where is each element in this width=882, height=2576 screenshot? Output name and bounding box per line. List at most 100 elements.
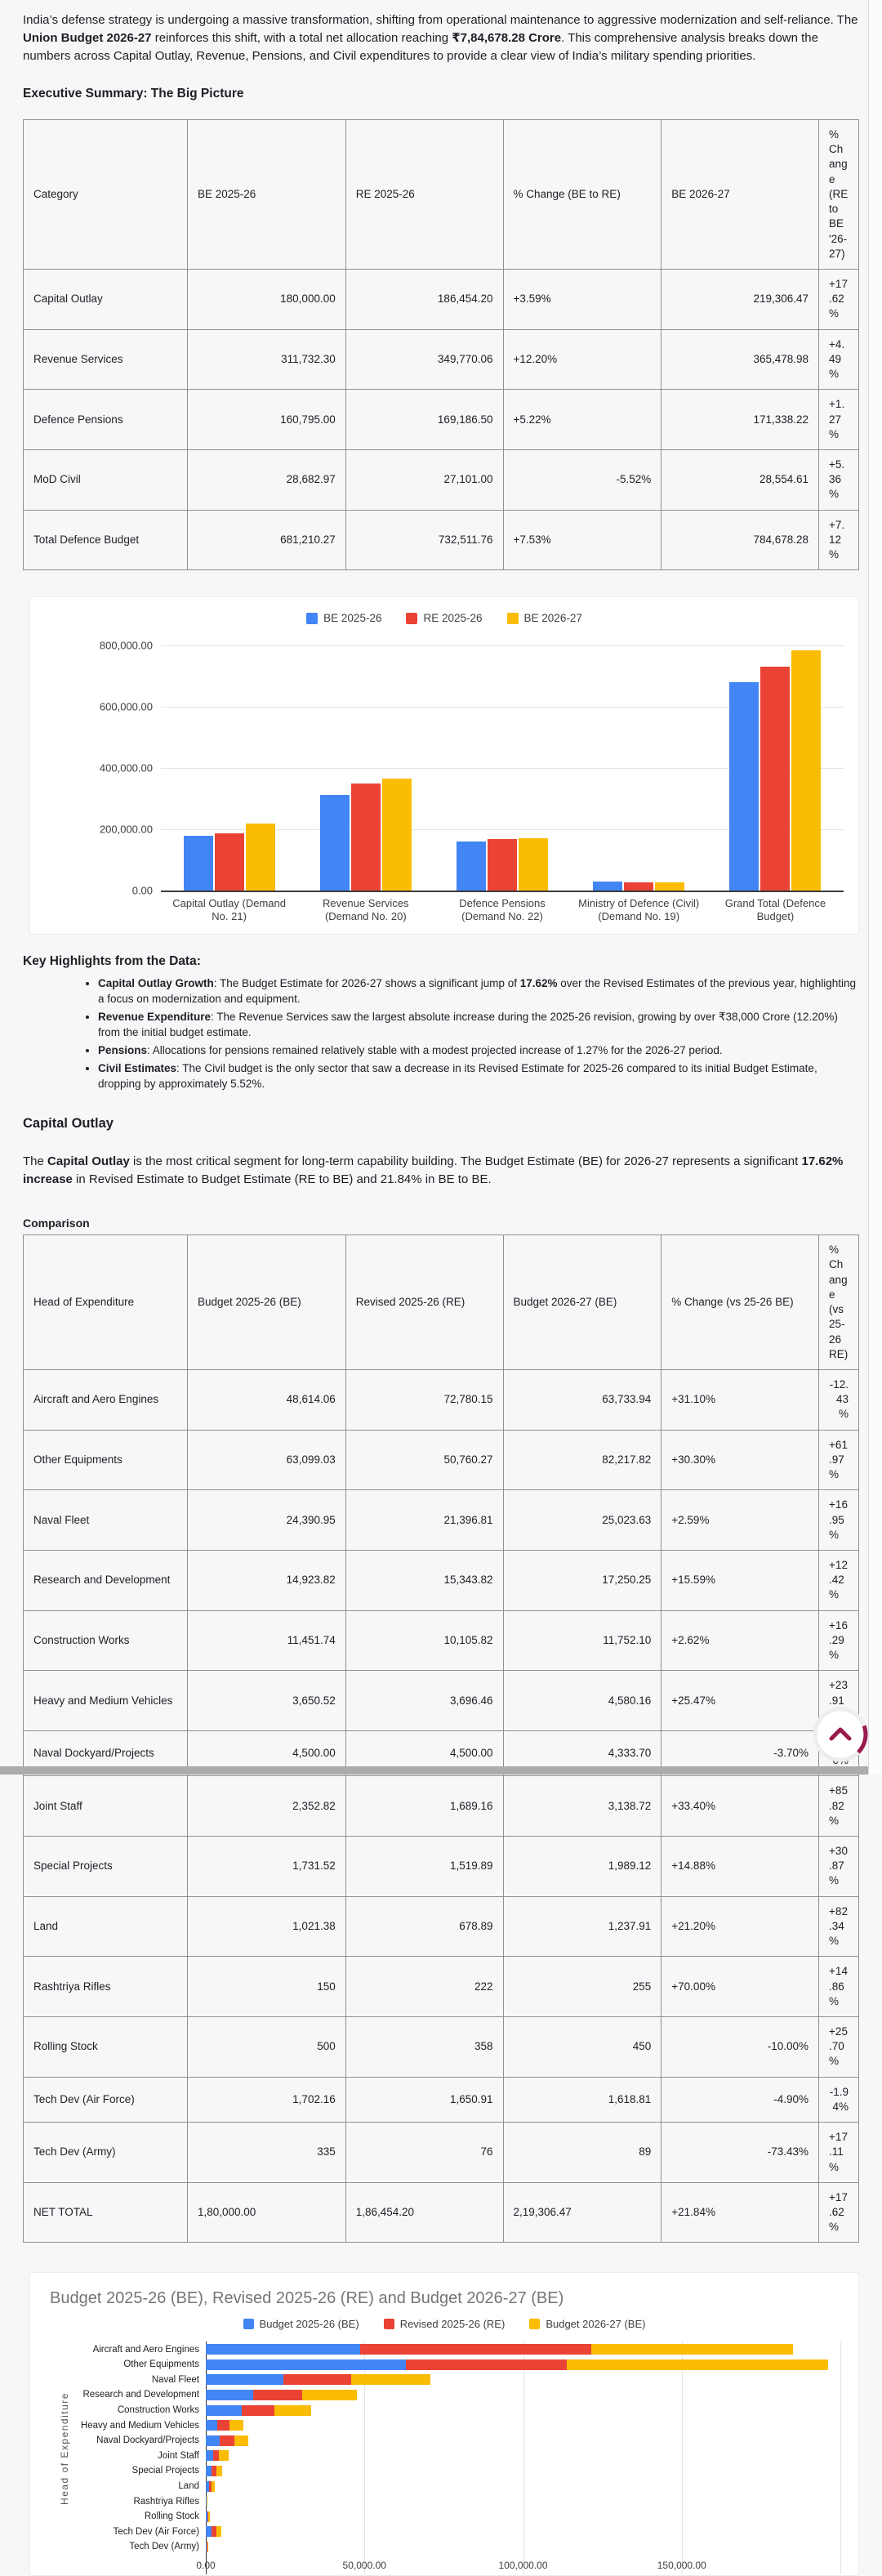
table-cell: +12.42% — [819, 1550, 859, 1610]
bar[interactable] — [457, 842, 486, 891]
table-cell: +30.87% — [819, 1837, 859, 1897]
bar-segment[interactable] — [406, 2359, 567, 2370]
bar[interactable] — [382, 779, 412, 891]
bar-segment[interactable] — [591, 2344, 794, 2355]
table-cell: 180,000.00 — [187, 269, 345, 329]
highlight-text: Civil Estimates — [98, 1062, 176, 1074]
legend-item[interactable]: Budget 2026-27 (BE) — [529, 2318, 645, 2330]
chart-row: Rashtriya Rifles — [30, 2493, 858, 2509]
chart-row: Tech Dev (Army) — [30, 2539, 858, 2555]
table-cell: Naval Fleet — [24, 1490, 188, 1551]
intro-paragraph: India’s defense strategy is undergoing a… — [23, 11, 859, 65]
table-cell: +25.70% — [819, 2017, 859, 2078]
bar-segment[interactable] — [217, 2420, 229, 2431]
bar[interactable] — [519, 838, 548, 891]
table-cell: 681,210.27 — [187, 510, 345, 570]
bar-group — [434, 645, 570, 891]
legend-swatch — [406, 613, 417, 624]
bar-segment[interactable] — [229, 2420, 244, 2431]
bar[interactable] — [184, 836, 213, 891]
bar[interactable] — [215, 833, 244, 891]
bar[interactable] — [488, 839, 517, 891]
legend-label: RE 2025-26 — [423, 612, 482, 624]
highlight-text: : Allocations for pensions remained rela… — [147, 1044, 723, 1056]
bar-segment[interactable] — [283, 2374, 351, 2385]
table-cell: 1,237.91 — [503, 1896, 662, 1957]
legend-item[interactable]: BE 2026-27 — [507, 612, 582, 624]
bar-segment[interactable] — [234, 2435, 248, 2446]
bar-segment[interactable] — [360, 2344, 591, 2355]
bar[interactable] — [760, 667, 790, 891]
bar[interactable] — [320, 795, 350, 891]
y-tick-label: 800,000.00 — [100, 640, 153, 652]
table-cell: Joint Staff — [24, 1776, 188, 1837]
bar[interactable] — [791, 650, 821, 891]
table-cell: 21,396.81 — [345, 1490, 503, 1551]
bar-segment[interactable] — [253, 2390, 302, 2400]
highlight-text: Revenue Expenditure — [98, 1011, 211, 1023]
bar-segment[interactable] — [208, 2511, 210, 2522]
bar-segment[interactable] — [567, 2359, 827, 2370]
bar-segment[interactable] — [206, 2344, 360, 2355]
chart-row: Other Equipments — [30, 2357, 858, 2373]
bar-segment[interactable] — [206, 2526, 212, 2537]
bar-segment[interactable] — [274, 2405, 312, 2416]
bar-segment[interactable] — [206, 2435, 220, 2446]
scroll-to-top-button[interactable] — [812, 1706, 869, 1763]
bar-segment[interactable] — [302, 2390, 357, 2400]
capital-outlay-paragraph: The Capital Outlay is the most critical … — [23, 1153, 859, 1189]
bar-segment[interactable] — [351, 2374, 430, 2385]
bar[interactable] — [246, 824, 275, 891]
co-text: in Revised Estimate to Budget Estimate (… — [73, 1172, 492, 1186]
column-header: % Change (vs 25-26 BE) — [662, 1235, 819, 1370]
bar-segment[interactable] — [206, 2420, 217, 2431]
legend-item[interactable]: BE 2025-26 — [306, 612, 381, 624]
bottom-scrollbar-band[interactable] — [0, 1766, 868, 1775]
table-cell: 311,732.30 — [187, 329, 345, 390]
bar-track — [206, 2496, 840, 2507]
table-cell: 72,780.15 — [345, 1370, 503, 1431]
bar-track — [206, 2481, 840, 2492]
bar-segment[interactable] — [216, 2526, 221, 2537]
bar-segment[interactable] — [216, 2466, 223, 2476]
bar-segment[interactable] — [219, 2450, 229, 2461]
category-label: Research and Development — [30, 2390, 206, 2400]
bar[interactable] — [655, 882, 684, 891]
bar[interactable] — [729, 682, 759, 891]
category-label: Special Projects — [30, 2466, 206, 2476]
bar[interactable] — [351, 784, 381, 891]
intro-text: reinforces this shift, with a total net … — [152, 31, 452, 45]
table-cell: +2.62% — [662, 1610, 819, 1671]
table-cell: +1.27% — [819, 390, 859, 450]
bar-segment[interactable] — [212, 2481, 216, 2492]
bar-segment[interactable] — [206, 2466, 212, 2476]
table-cell: Defence Pensions — [24, 390, 188, 450]
vertical-scrollbar[interactable] — [868, 0, 882, 1775]
y-tick-label: 400,000.00 — [100, 762, 153, 775]
bar-segment[interactable] — [220, 2435, 234, 2446]
table-cell: 1,519.89 — [345, 1837, 503, 1897]
bar-segment[interactable] — [242, 2405, 274, 2416]
bar[interactable] — [624, 882, 653, 891]
table-cell: 89 — [503, 2123, 662, 2183]
bar[interactable] — [593, 882, 622, 891]
column-header: RE 2025-26 — [345, 120, 503, 270]
bar-segment[interactable] — [206, 2359, 406, 2370]
bar-segment[interactable] — [206, 2374, 283, 2385]
bar-segment[interactable] — [206, 2405, 242, 2416]
table-cell: +4.49% — [819, 329, 859, 390]
legend-item[interactable]: RE 2025-26 — [406, 612, 482, 624]
table-cell: 1,689.16 — [345, 1776, 503, 1837]
table-cell: Revenue Services — [24, 329, 188, 390]
legend-item[interactable]: Revised 2025-26 (RE) — [384, 2318, 506, 2330]
bar-segment[interactable] — [206, 2450, 213, 2461]
bar-segment[interactable] — [206, 2390, 253, 2400]
legend-item[interactable]: Budget 2025-26 (BE) — [243, 2318, 359, 2330]
table-cell: -1.94% — [819, 2077, 859, 2122]
table-cell: -12.43% — [819, 1370, 859, 1431]
